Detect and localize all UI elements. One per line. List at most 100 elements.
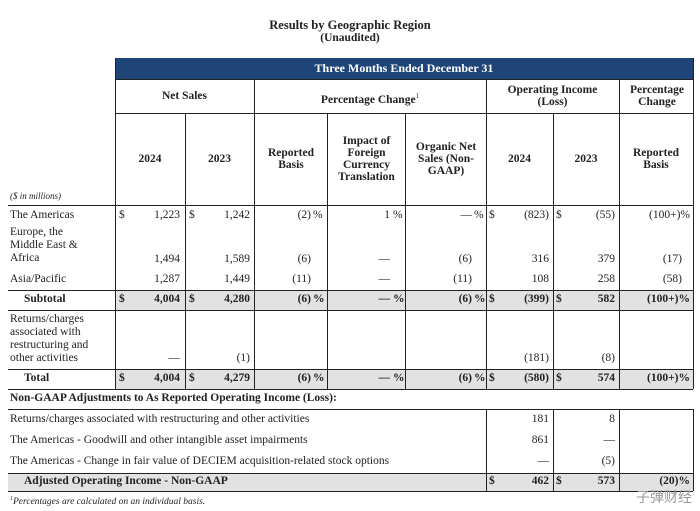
row-label-returns: Returns/charges associated with restructur…	[10, 313, 89, 364]
rule	[8, 205, 693, 206]
row-label-emea: Europe, the Middle East & Africa	[10, 226, 78, 264]
subtotal-ns-2024: 4,004	[154, 293, 180, 305]
currency-symbol: $	[489, 475, 495, 487]
rule	[486, 409, 487, 491]
americas-ns-2024: 1,223	[154, 209, 180, 221]
row-label-americas: The Americas	[10, 209, 75, 221]
currency-symbol: $	[189, 372, 195, 384]
header-impact-fx: Impact of Foreign Currency Translation	[338, 135, 395, 183]
currency-symbol: $	[556, 293, 562, 305]
rule	[693, 409, 694, 491]
rule	[8, 389, 693, 390]
subtotal-op-pct: (100+)%	[647, 293, 690, 305]
rule	[254, 79, 255, 389]
header-percentage-change: Percentage Change1	[320, 92, 420, 106]
rule	[405, 113, 406, 389]
rule	[8, 369, 693, 370]
apac-op-pct: (58)	[662, 273, 682, 285]
americas-organic: —	[460, 209, 473, 221]
total-reported: (6)	[297, 372, 311, 384]
percent-sign: %	[393, 293, 405, 305]
row-label-apac: Asia/Pacific	[10, 273, 67, 285]
percent-sign: %	[313, 372, 325, 384]
rule	[115, 79, 693, 80]
report-subtitle: (Unaudited)	[320, 32, 380, 44]
header-organic: Organic Net Sales (Non-GAAP)	[415, 141, 477, 177]
currency-symbol: $	[556, 209, 562, 221]
adjusted-op-2024: 462	[531, 475, 549, 487]
header-reported-basis: Reported Basis	[268, 147, 314, 171]
total-ns-2023: 4,279	[224, 372, 250, 384]
header-op-percentage-change: Percentage Change	[629, 84, 685, 108]
apac-organic: (11)	[453, 273, 472, 285]
total-row-shade	[115, 369, 693, 389]
subtotal-organic: (6)	[458, 293, 472, 305]
rule	[619, 79, 620, 389]
adjustment-op-2023: (5)	[601, 455, 615, 467]
rule	[619, 409, 620, 491]
rule	[553, 113, 554, 389]
total-fx: —	[378, 372, 391, 384]
apac-reported: (11)	[292, 273, 311, 285]
percent-sign: %	[474, 209, 484, 221]
apac-fx: —	[378, 273, 391, 285]
total-op-2024: (580)	[524, 372, 549, 384]
units-label: ($ in millions)	[10, 191, 61, 201]
emea-organic: (6)	[458, 253, 472, 265]
adjustment-label: The Americas - Goodwill and other intang…	[10, 434, 308, 446]
emea-op-pct: (17)	[662, 253, 682, 265]
adjusted-op-2023: 573	[597, 475, 615, 487]
emea-ns-2023: 1,589	[224, 253, 250, 265]
rule	[8, 290, 693, 291]
americas-op-2024: (823)	[524, 209, 549, 221]
emea-op-2023: 379	[597, 253, 615, 265]
returns-op-2024: (181)	[524, 352, 549, 364]
rule	[115, 58, 116, 389]
subtotal-row-shade	[115, 290, 693, 310]
percent-sign: %	[393, 209, 403, 221]
currency-symbol: $	[556, 475, 562, 487]
subtotal-reported: (6)	[297, 293, 311, 305]
currency-symbol: $	[119, 293, 125, 305]
currency-symbol: $	[489, 293, 495, 305]
emea-fx: —	[378, 253, 391, 265]
adjustment-op-2024: —	[537, 455, 550, 467]
footnote: 1Percentages are calculated on an indivi…	[10, 496, 206, 508]
emea-ns-2024: 1,494	[154, 253, 180, 265]
adjustment-op-2023: 8	[609, 413, 615, 425]
returns-ns-2023: (1)	[236, 352, 250, 364]
total-ns-2024: 4,004	[154, 372, 180, 384]
subtotal-ns-2023: 4,280	[224, 293, 250, 305]
adjustment-op-2024: 181	[531, 413, 549, 425]
adjusted-label: Adjusted Operating Income - Non-GAAP	[24, 475, 228, 487]
adjustments-heading: Non-GAAP Adjustments to As Reported Oper…	[10, 392, 337, 404]
currency-symbol: $	[189, 293, 195, 305]
returns-ns-2024: —	[168, 352, 181, 364]
americas-reported: (2)	[297, 209, 311, 221]
currency-symbol: $	[489, 372, 495, 384]
subtotal-op-2023: 582	[597, 293, 615, 305]
rule	[8, 409, 693, 410]
row-label-subtotal: Subtotal	[24, 293, 66, 305]
currency-symbol: $	[119, 209, 125, 221]
period-banner: Three Months Ended December 31	[115, 58, 693, 79]
rule	[115, 113, 693, 114]
americas-ns-2023: 1,242	[224, 209, 250, 221]
rule	[486, 79, 487, 389]
percent-sign: %	[474, 372, 486, 384]
total-organic: (6)	[458, 372, 472, 384]
americas-fx: 1	[384, 209, 390, 221]
rule	[327, 113, 328, 389]
emea-op-2024: 316	[531, 253, 549, 265]
header-2023: 2023	[208, 153, 231, 165]
adjustment-op-2023: —	[603, 434, 616, 446]
watermark: 子弹财经	[636, 490, 692, 506]
americas-op-pct: (100+)%	[649, 209, 690, 221]
header-net-sales: Net Sales	[161, 90, 208, 102]
currency-symbol: $	[189, 209, 195, 221]
currency-symbol: $	[556, 372, 562, 384]
returns-op-2023: (8)	[601, 352, 615, 364]
emea-reported: (6)	[297, 253, 311, 265]
apac-ns-2024: 1,287	[154, 273, 180, 285]
adjustment-label: Returns/charges associated with restruct…	[10, 413, 310, 425]
